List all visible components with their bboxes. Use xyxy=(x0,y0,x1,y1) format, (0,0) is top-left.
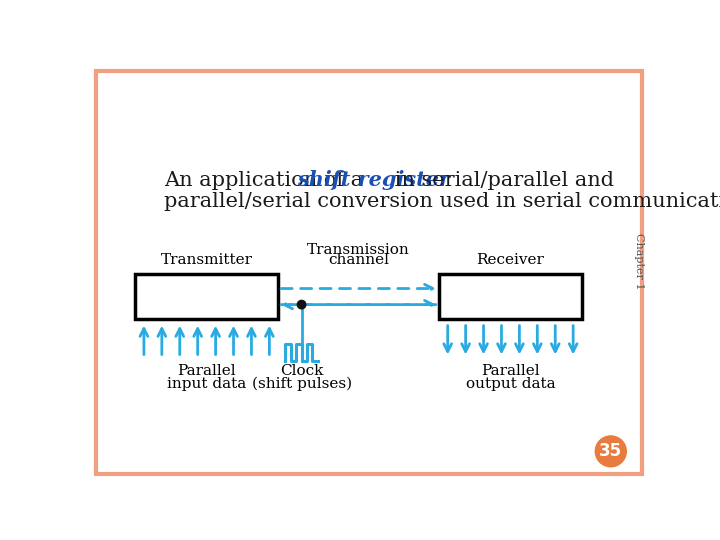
Circle shape xyxy=(297,300,306,309)
Text: Transmission: Transmission xyxy=(307,242,410,256)
Bar xyxy=(135,274,279,319)
Text: Parallel: Parallel xyxy=(177,364,236,378)
Text: 35: 35 xyxy=(599,442,622,460)
Text: channel: channel xyxy=(328,253,389,267)
Text: An application of a: An application of a xyxy=(163,171,369,190)
Text: (shift pulses): (shift pulses) xyxy=(251,376,351,391)
Text: Clock: Clock xyxy=(280,364,323,378)
Text: Receiver: Receiver xyxy=(477,253,544,267)
Text: input data: input data xyxy=(167,376,246,390)
Text: shift register: shift register xyxy=(297,170,450,190)
Circle shape xyxy=(595,436,626,467)
Text: output data: output data xyxy=(466,376,555,390)
Text: Parallel: Parallel xyxy=(481,364,540,378)
Bar xyxy=(438,274,582,319)
Text: Transmitter: Transmitter xyxy=(161,253,253,267)
Text: in serial/parallel and: in serial/parallel and xyxy=(388,171,614,190)
Text: parallel/serial conversion used in serial communication.: parallel/serial conversion used in seria… xyxy=(163,192,720,211)
Text: Chapter 1: Chapter 1 xyxy=(634,233,644,289)
